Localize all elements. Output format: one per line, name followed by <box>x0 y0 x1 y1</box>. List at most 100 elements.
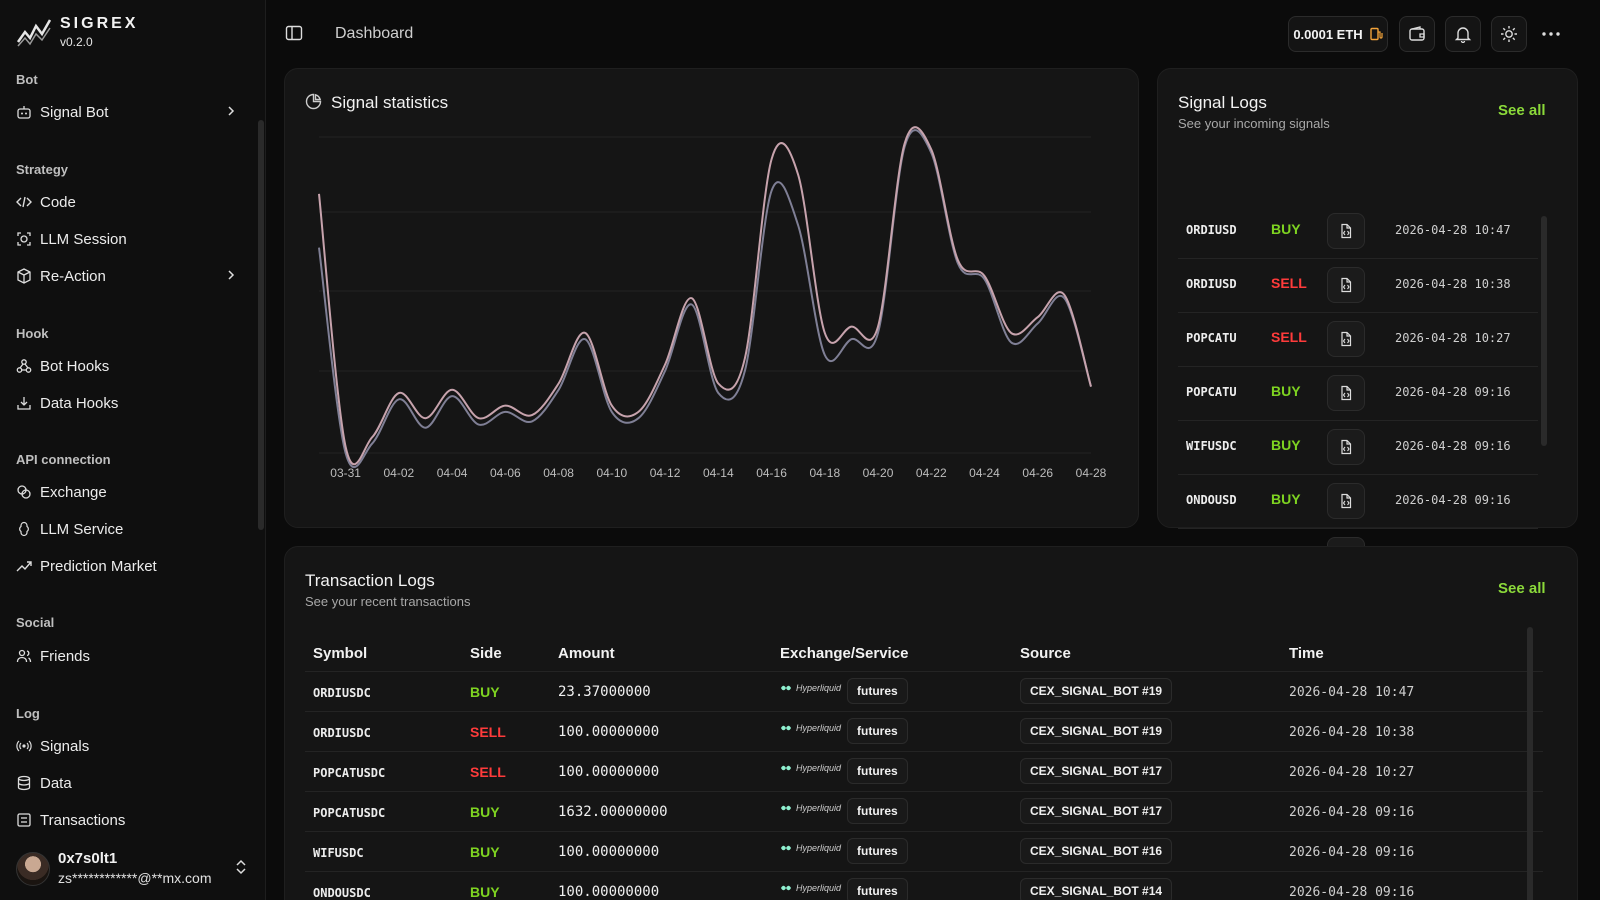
file-code-icon <box>1341 331 1352 347</box>
signal-log-row[interactable]: POPCATU SELL 2026-04-28 10:27 <box>1178 313 1538 367</box>
signal-log-row[interactable]: WIFUSDC BUY 2026-04-28 09:16 <box>1178 421 1538 475</box>
tx-source-badge[interactable]: CEX_SIGNAL_BOT #19 <box>1020 678 1173 704</box>
sidebar-item-re-action[interactable]: Re-Action <box>16 261 248 291</box>
sidebar-item-signal-bot[interactable]: Signal Bot <box>16 97 248 127</box>
signal-time: 2026-04-28 09:16 <box>1395 439 1511 453</box>
signal-log-row[interactable]: ONDOUSD BUY 2026-04-28 09:16 <box>1178 475 1538 529</box>
table-row[interactable]: ONDOUSDC BUY 100.00000000 Hyperliquid future… <box>305 871 1543 900</box>
database-icon <box>16 775 32 791</box>
nav-section-log: Log <box>16 706 40 721</box>
more-options-icon[interactable] <box>1540 24 1562 44</box>
chevron-right-icon <box>228 270 235 280</box>
sidebar-item-llm-service[interactable]: LLM Service <box>16 514 248 544</box>
signal-log-row[interactable]: ORDIUSD SELL 2026-04-28 10:38 <box>1178 259 1538 313</box>
tx-exchange: Hyperliquid <box>780 763 841 773</box>
file-code-icon <box>1341 439 1352 455</box>
topbar: Dashboard 0.0001 ETH <box>267 0 1600 66</box>
brand[interactable]: SIGREX v0.2.0 <box>16 14 138 50</box>
view-signal-button[interactable] <box>1327 267 1365 303</box>
notifications-button[interactable] <box>1445 16 1481 52</box>
signal-symbol: ORDIUSD <box>1186 223 1237 237</box>
view-signal-button[interactable] <box>1327 483 1365 519</box>
chart-series-line-2 <box>318 129 1092 469</box>
sidebar-item-label: Exchange <box>40 483 107 501</box>
tx-source-badge[interactable]: CEX_SIGNAL_BOT #17 <box>1020 798 1173 824</box>
signal-logs-card: Signal Logs See your incoming signals Se… <box>1157 68 1578 573</box>
tx-source-badge[interactable]: CEX_SIGNAL_BOT #17 <box>1020 758 1173 784</box>
transaction-logs-card: Transaction Logs See your recent transac… <box>284 546 1578 900</box>
sidebar-item-label: Transactions <box>40 811 126 829</box>
x-tick-label: 04-22 <box>916 466 947 480</box>
signal-logs-see-all-link[interactable]: See all <box>1498 102 1546 119</box>
friends-icon <box>16 648 32 664</box>
sidebar-item-friends[interactable]: Friends <box>16 641 248 671</box>
signal-logs-scrollbar[interactable] <box>1541 216 1547 446</box>
tx-source-badge[interactable]: CEX_SIGNAL_BOT #14 <box>1020 878 1173 900</box>
signal-side: SELL <box>1271 275 1307 291</box>
sidebar-item-transactions[interactable]: Transactions <box>16 805 248 830</box>
user-menu[interactable]: 0x7s0lt1 zs************@**mx.com <box>0 836 262 900</box>
sidebar-nav: Bot Signal Bot Strategy Code LLM Session… <box>0 60 262 830</box>
table-row[interactable]: ORDIUSDC BUY 23.37000000 Hyperliquid futures… <box>305 671 1543 711</box>
view-signal-button[interactable] <box>1327 375 1365 411</box>
signal-logs-list: ORDIUSD BUY 2026-04-28 10:47 ORDIUSD SELL 202… <box>1158 205 1538 575</box>
tx-market-badge: futures <box>847 838 908 864</box>
tx-time: 2026-04-28 09:16 <box>1289 805 1415 820</box>
tx-time: 2026-04-28 10:38 <box>1289 725 1415 740</box>
table-row[interactable]: POPCATUSDC BUY 1632.00000000 Hyperliquid fut… <box>305 791 1543 831</box>
tx-source-badge[interactable]: CEX_SIGNAL_BOT #19 <box>1020 718 1173 744</box>
view-signal-button[interactable] <box>1327 429 1365 465</box>
trend-icon <box>16 558 32 574</box>
avatar <box>16 852 50 886</box>
tx-amount: 100.00000000 <box>558 764 660 780</box>
tx-symbol: POPCATUSDC <box>313 806 386 820</box>
signal-logs-title: Signal Logs <box>1178 93 1267 112</box>
sidebar-item-signals[interactable]: Signals <box>16 731 248 761</box>
signal-time: 2026-04-28 09:16 <box>1395 493 1511 507</box>
eth-balance-button[interactable]: 0.0001 ETH <box>1288 16 1388 52</box>
table-row[interactable]: POPCATUSDC SELL 100.00000000 Hyperliquid fut… <box>305 751 1543 791</box>
sidebar-item-label: Friends <box>40 647 91 665</box>
sidebar-item-prediction-market[interactable]: Prediction Market <box>16 551 248 581</box>
sidebar-scrollbar[interactable] <box>258 120 264 530</box>
sidebar-item-llm-session[interactable]: LLM Session <box>16 224 248 254</box>
sidebar-item-code[interactable]: Code <box>16 187 248 217</box>
signal-statistics-title: Signal statistics <box>331 93 449 112</box>
view-signal-button[interactable] <box>1327 321 1365 357</box>
chevrons-up-down-icon[interactable] <box>234 858 248 876</box>
table-row[interactable]: WIFUSDC BUY 100.00000000 Hyperliquid futures… <box>305 831 1543 871</box>
sidebar-item-data-hooks[interactable]: Data Hooks <box>16 388 248 418</box>
signal-symbol: POPCATU <box>1186 385 1237 399</box>
tx-symbol: ORDIUSDC <box>313 686 371 700</box>
view-signal-button[interactable] <box>1327 213 1365 249</box>
tx-amount: 23.37000000 <box>558 684 651 700</box>
sidebar-item-bot-hooks[interactable]: Bot Hooks <box>16 351 248 381</box>
wallet-button[interactable] <box>1399 16 1435 52</box>
sigrex-logo-icon <box>16 19 52 47</box>
sidebar-item-data[interactable]: Data <box>16 768 248 798</box>
user-email: zs************@**mx.com <box>58 870 212 886</box>
tx-exchange: Hyperliquid <box>780 843 841 853</box>
column-header-symbol: Symbol <box>313 645 368 662</box>
signal-symbol: ONDOUSD <box>1186 493 1237 507</box>
tx-exchange-name: Hyperliquid <box>796 763 842 773</box>
transaction-logs-scrollbar[interactable] <box>1527 627 1533 900</box>
tx-side: BUY <box>470 804 500 820</box>
x-tick-label: 04-24 <box>969 466 1000 480</box>
signal-log-row[interactable]: ORDIUSD BUY 2026-04-28 10:47 <box>1178 205 1538 259</box>
table-row[interactable]: ORDIUSDC SELL 100.00000000 Hyperliquid futur… <box>305 711 1543 751</box>
transaction-logs-see-all-link[interactable]: See all <box>1498 580 1546 597</box>
tx-exchange-name: Hyperliquid <box>796 843 842 853</box>
sidebar-toggle-icon[interactable] <box>285 24 303 42</box>
signal-side: BUY <box>1271 491 1301 507</box>
tx-market-badge: futures <box>847 678 908 704</box>
theme-toggle-button[interactable] <box>1491 16 1527 52</box>
hyperliquid-logo-icon <box>781 845 791 851</box>
sidebar-item-exchange[interactable]: Exchange <box>16 477 248 507</box>
tx-source-badge[interactable]: CEX_SIGNAL_BOT #16 <box>1020 838 1173 864</box>
sidebar-item-label: Signal Bot <box>40 103 109 121</box>
signal-log-row[interactable]: POPCATU BUY 2026-04-28 09:16 <box>1178 367 1538 421</box>
user-name: 0x7s0lt1 <box>58 850 118 867</box>
hyperliquid-logo-icon <box>781 725 791 731</box>
